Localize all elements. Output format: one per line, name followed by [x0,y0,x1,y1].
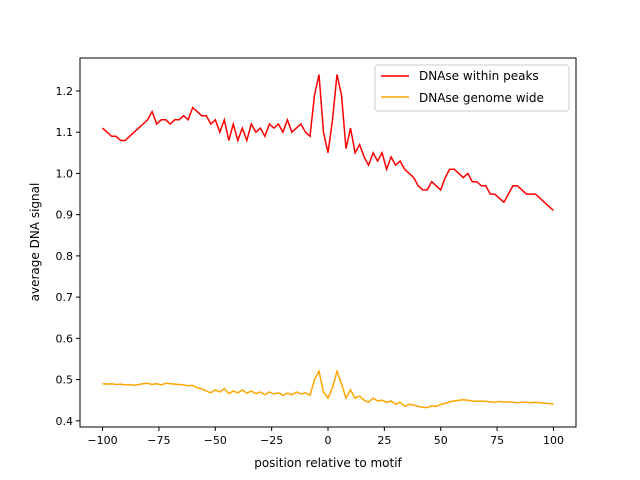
x-axis-label: position relative to motif [254,456,402,470]
x-tick-label: 100 [543,434,564,447]
x-tick-label: −50 [204,434,227,447]
legend-label-within-peaks: DNAse within peaks [419,69,539,83]
legend-frame [374,64,570,112]
x-tick-label: −75 [147,434,170,447]
x-tick-label: −100 [87,434,117,447]
x-tick-label: 0 [325,434,332,447]
y-axis: 0.4 0.5 0.6 0.7 0.8 0.9 1.0 1.1 1.2 [56,85,80,428]
y-tick-label: 0.8 [56,250,74,263]
y-tick-label: 1.0 [56,167,74,180]
x-tick-label: 75 [490,434,504,447]
x-tick-label: 25 [377,434,391,447]
series-line-0 [102,74,554,212]
y-tick-label: 0.7 [56,291,74,304]
y-axis-label: average DNA signal [28,183,42,302]
plot-area [102,74,554,409]
y-tick-label: 0.5 [56,374,74,387]
y-tick-label: 1.1 [56,126,74,139]
y-tick-label: 0.6 [56,332,74,345]
y-tick-label: 0.4 [56,415,74,428]
x-tick-label: −25 [260,434,283,447]
axes-frame [79,57,577,428]
series-line-1 [102,368,554,409]
legend: DNAse within peaks DNAse genome wide [374,64,570,112]
x-axis: −100 −75 −50 −25 0 25 50 75 100 [87,427,564,447]
x-tick-label: 50 [434,434,448,447]
y-tick-label: 0.9 [56,209,74,222]
legend-label-genome-wide: DNAse genome wide [419,91,544,105]
y-tick-label: 1.2 [56,85,74,98]
